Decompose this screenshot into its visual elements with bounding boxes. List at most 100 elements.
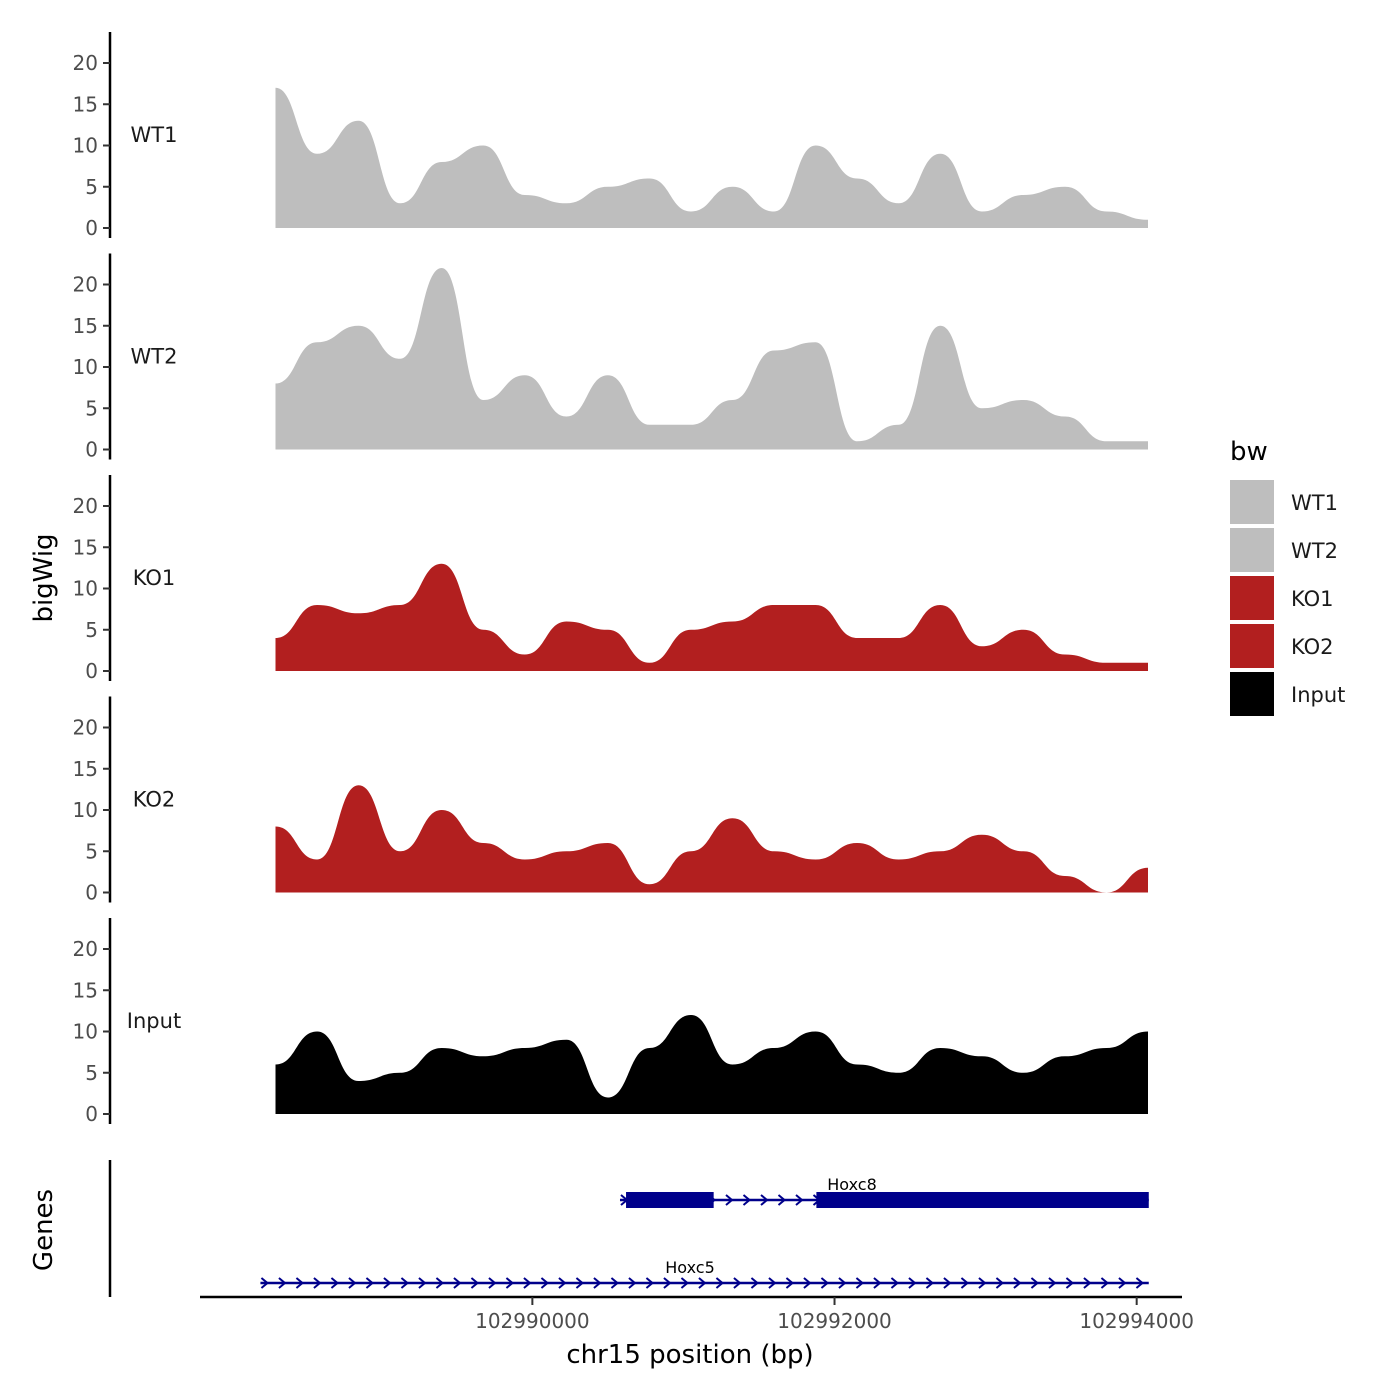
strand-arrow	[488, 1277, 497, 1289]
track-input: 0 5 10 15 20 Input	[73, 918, 1148, 1126]
y-tick-label: 0	[85, 659, 98, 683]
legend-swatch-wt2	[1230, 528, 1274, 572]
y-tick-label: 0	[85, 1102, 98, 1126]
track-wt1: 0 5 10 15 20 WT1	[73, 32, 1148, 240]
track-ko1: 0 5 10 15 20 KO1	[73, 475, 1148, 683]
strand-arrow	[575, 1277, 584, 1289]
strand-arrow	[540, 1277, 549, 1289]
y-tick-label: 5	[85, 175, 98, 199]
strand-arrow	[725, 1194, 734, 1206]
strand-arrow	[978, 1277, 987, 1289]
strand-arrow	[890, 1277, 899, 1289]
strand-arrow	[400, 1277, 409, 1289]
legend-label-input: Input	[1291, 683, 1345, 707]
strand-arrow	[698, 1277, 707, 1289]
x-axis-title: chr15 position (bp)	[566, 1340, 813, 1370]
track-ko2: 0 5 10 15 20 KO2	[73, 696, 1148, 905]
strand-arrow	[365, 1277, 374, 1289]
strand-arrow	[558, 1277, 567, 1289]
y-axis-title-genes: Genes	[29, 1189, 59, 1271]
coverage-area-input	[275, 1015, 1148, 1114]
y-tick-label: 0	[85, 438, 98, 462]
legend: bw WT1 WT2 KO1 KO2 Input	[1230, 437, 1345, 716]
strand-arrow	[680, 1277, 689, 1289]
y-tick-label: 15	[73, 757, 98, 781]
x-axis: 102990000 102992000 102994000	[200, 1295, 1194, 1333]
strand-arrow	[1048, 1277, 1057, 1289]
y-tick-label: 5	[85, 396, 98, 420]
y-tick-label: 15	[73, 978, 98, 1002]
y-tick-label: 5	[85, 618, 98, 642]
strand-arrow	[1013, 1277, 1022, 1289]
strand-arrow	[1118, 1277, 1127, 1289]
gene-label: Hoxc8	[827, 1175, 877, 1194]
gene-exon	[816, 1192, 1149, 1208]
y-tick-label: 15	[73, 92, 98, 116]
strand-arrow	[960, 1277, 969, 1289]
strand-arrow	[435, 1277, 444, 1289]
strand-arrow	[418, 1277, 427, 1289]
track-label: WT1	[131, 123, 178, 147]
strand-arrow	[593, 1277, 602, 1289]
strand-arrow	[803, 1277, 812, 1289]
y-tick-label: 15	[73, 535, 98, 559]
strand-arrow	[663, 1277, 672, 1289]
strand-arrow	[750, 1277, 759, 1289]
gene-hoxc8: Hoxc8	[619, 1175, 1149, 1208]
strand-arrow	[453, 1277, 462, 1289]
strand-arrow	[1030, 1277, 1039, 1289]
strand-arrow	[295, 1277, 304, 1289]
y-tick-label: 20	[73, 494, 98, 518]
strand-arrow	[925, 1277, 934, 1289]
strand-arrow	[1083, 1277, 1092, 1289]
coverage-area-wt2	[275, 268, 1148, 450]
track-label: KO1	[133, 566, 176, 590]
strand-arrow	[330, 1277, 339, 1289]
coverage-area-ko2	[275, 785, 1148, 893]
strand-arrow	[838, 1277, 847, 1289]
coverage-area-wt1	[275, 87, 1148, 228]
bigwig-tracks: 0 5 10 15 20 WT1 0 5 10 15 20 WT2 0 5 10 15 20 KO1 0 5 10 15 2…	[73, 32, 1148, 1126]
strand-arrow	[943, 1277, 952, 1289]
y-tick-label: 10	[73, 798, 98, 822]
y-tick-label: 10	[73, 1020, 98, 1044]
strand-arrow	[278, 1277, 287, 1289]
track-label: WT2	[131, 345, 178, 369]
strand-arrow	[995, 1277, 1004, 1289]
legend-swatch-wt1	[1230, 480, 1274, 524]
y-tick-label: 20	[73, 51, 98, 75]
strand-arrow	[505, 1277, 514, 1289]
legend-label-wt2: WT2	[1291, 539, 1338, 563]
legend-label-ko2: KO2	[1291, 635, 1334, 659]
strand-arrow	[470, 1277, 479, 1289]
y-tick-label: 10	[73, 355, 98, 379]
y-tick-label: 0	[85, 881, 98, 905]
y-tick-label: 15	[73, 314, 98, 338]
strand-arrow	[785, 1277, 794, 1289]
y-tick-label: 20	[73, 273, 98, 297]
strand-arrow	[260, 1277, 269, 1289]
legend-label-ko1: KO1	[1291, 587, 1334, 611]
strand-arrow	[820, 1277, 829, 1289]
legend-swatch-input	[1230, 672, 1274, 716]
strand-arrow	[313, 1277, 322, 1289]
coverage-area-ko1	[275, 563, 1148, 671]
genes-panel: Hoxc8 Hoxc5	[108, 1160, 1149, 1297]
strand-arrow	[1100, 1277, 1109, 1289]
strand-arrow	[855, 1277, 864, 1289]
y-tick-label: 10	[73, 134, 98, 158]
gene-hoxc5: Hoxc5	[260, 1258, 1149, 1289]
strand-arrow	[795, 1194, 804, 1206]
strand-arrow	[760, 1194, 769, 1206]
strand-arrow	[908, 1277, 917, 1289]
track-wt2: 0 5 10 15 20 WT2	[73, 253, 1148, 462]
gene-label: Hoxc5	[665, 1258, 715, 1277]
strand-arrow	[873, 1277, 882, 1289]
strand-arrow	[523, 1277, 532, 1289]
legend-swatch-ko2	[1230, 624, 1274, 668]
strand-arrow	[742, 1194, 752, 1206]
strand-arrow	[733, 1277, 742, 1289]
strand-arrow	[383, 1277, 392, 1289]
x-tick-label: 102990000	[475, 1309, 590, 1333]
